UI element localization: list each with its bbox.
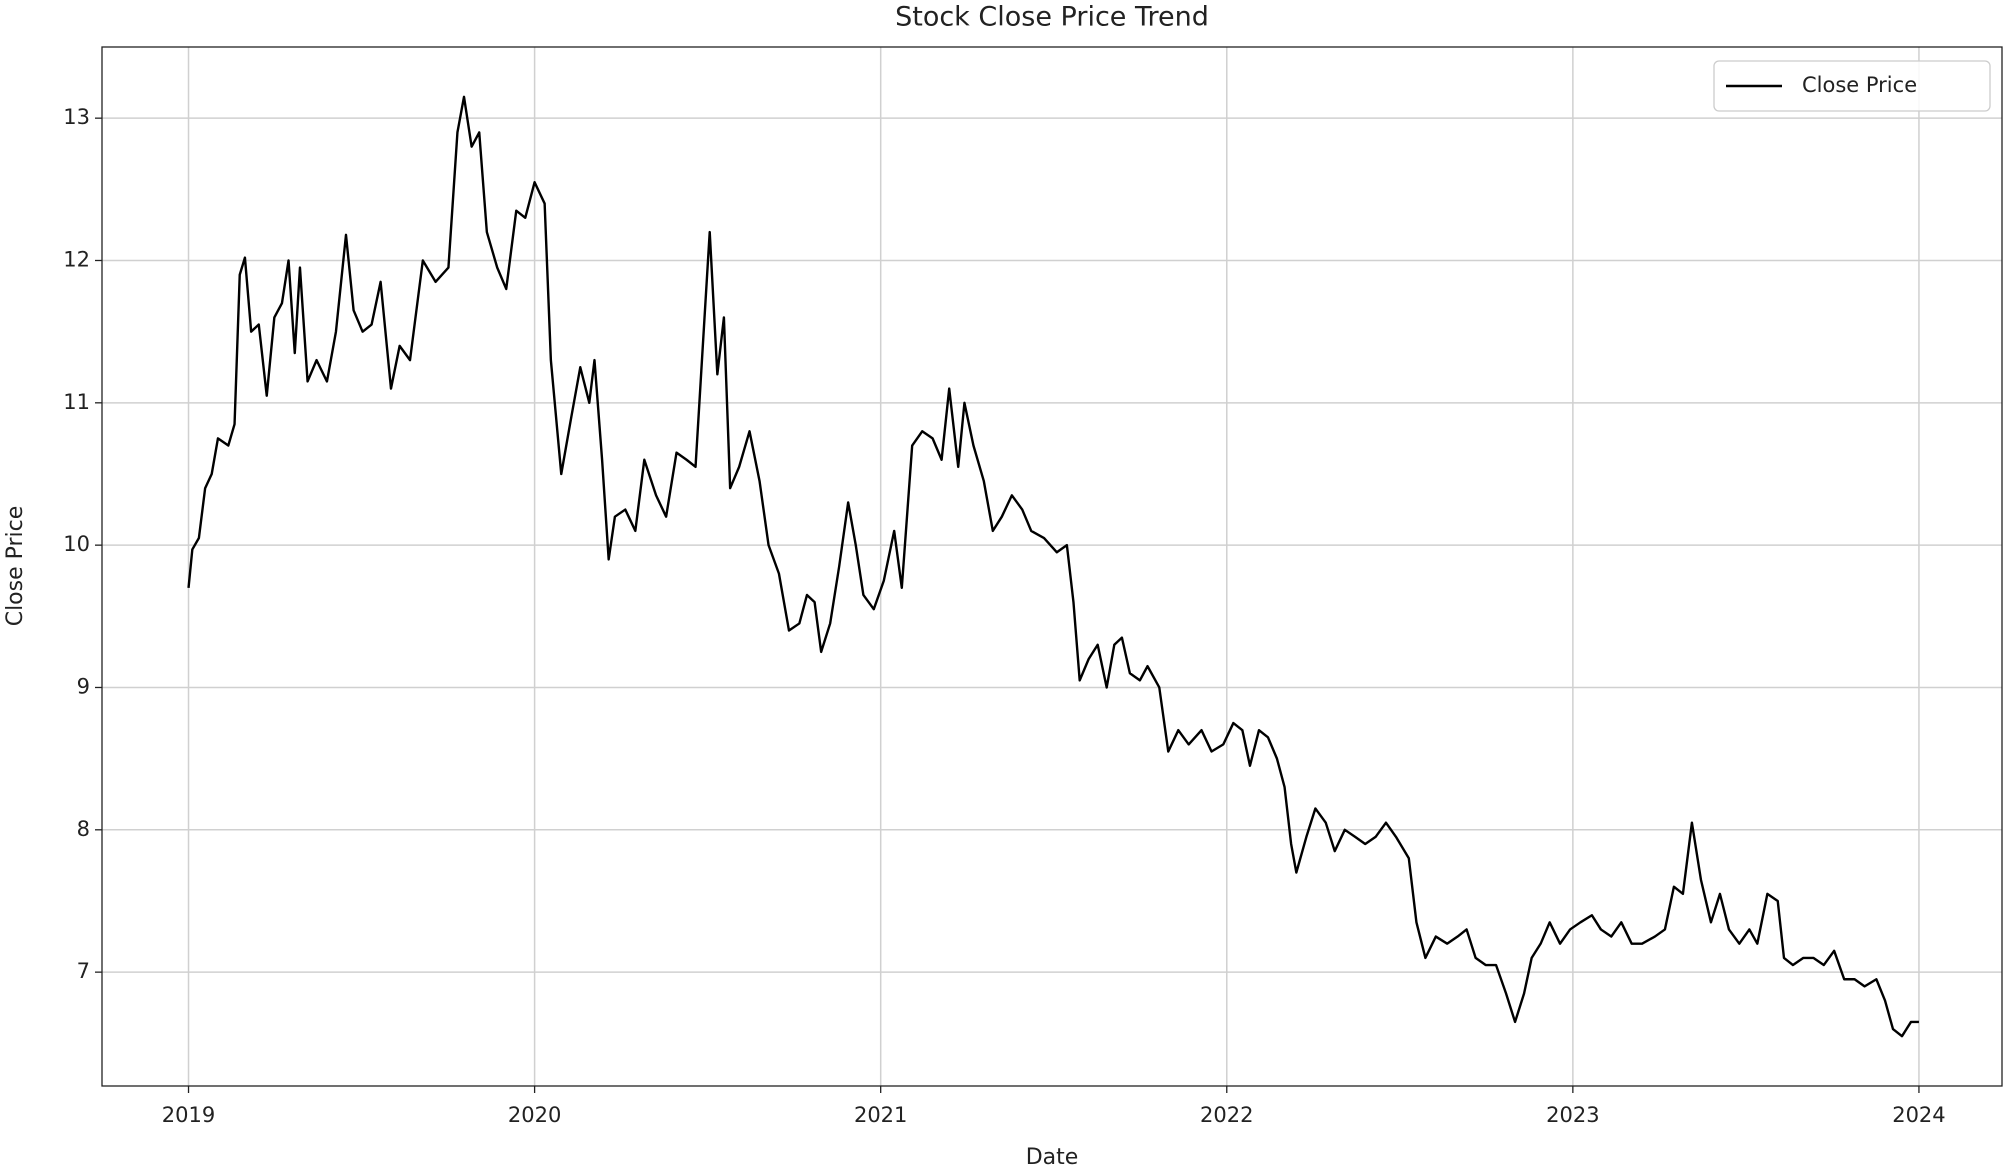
y-tick-label: 12 <box>63 247 90 271</box>
y-tick-label: 7 <box>77 959 90 983</box>
legend-label: Close Price <box>1802 73 1917 97</box>
chart-title: Stock Close Price Trend <box>895 2 1209 33</box>
y-tick-label: 13 <box>63 105 90 129</box>
x-tick-label: 2020 <box>508 1103 561 1127</box>
x-tick-label: 2019 <box>162 1103 215 1127</box>
x-tick-label: 2021 <box>854 1103 907 1127</box>
x-tick-label: 2023 <box>1546 1103 1599 1127</box>
legend: Close Price <box>1713 60 1991 112</box>
y-tick-label: 8 <box>77 817 90 841</box>
x-axis-label: Date <box>1026 1145 1079 1169</box>
plot-frame <box>101 46 2003 1087</box>
y-tick-label: 9 <box>77 674 90 698</box>
price-line <box>187 95 1919 1038</box>
legend-box <box>1713 60 1991 112</box>
y-tick-label: 10 <box>63 532 90 556</box>
x-tick-label: 2024 <box>1892 1103 1945 1127</box>
y-tick-label: 11 <box>63 390 90 414</box>
x-tick-label: 2022 <box>1200 1103 1253 1127</box>
y-axis-label: Close Price <box>3 506 28 627</box>
